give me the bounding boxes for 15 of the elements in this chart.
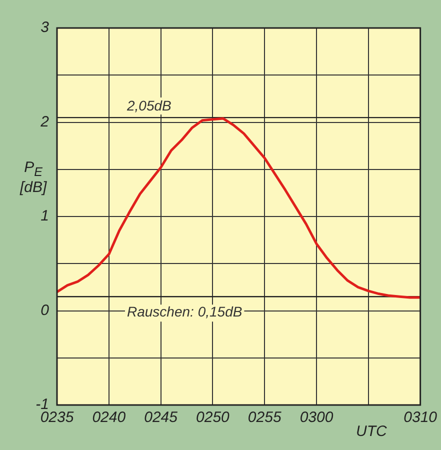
- ref-line-label: Rauschen: 0,15dB: [127, 304, 242, 320]
- x-tick-label: 0245: [144, 409, 178, 426]
- y-axis-title: P$_{E}$ [dB]: [20, 159, 47, 196]
- x-tick-label: 0300: [300, 409, 334, 426]
- y-tick-label: 1: [40, 208, 49, 225]
- x-tick-label: 0240: [92, 409, 126, 426]
- y-tick-label: 3: [40, 19, 50, 36]
- x-axis-title: UTC: [356, 423, 387, 440]
- x-tick-label: 0310: [404, 409, 438, 426]
- x-tick-label: 0235: [40, 409, 74, 426]
- y-tick-label: 2: [40, 113, 50, 130]
- x-tick-label: 0250: [196, 409, 230, 426]
- ref-line-label: 2,05dB: [126, 97, 172, 114]
- y-tick-label: 0: [40, 302, 50, 319]
- x-tick-label: 0255: [248, 409, 282, 426]
